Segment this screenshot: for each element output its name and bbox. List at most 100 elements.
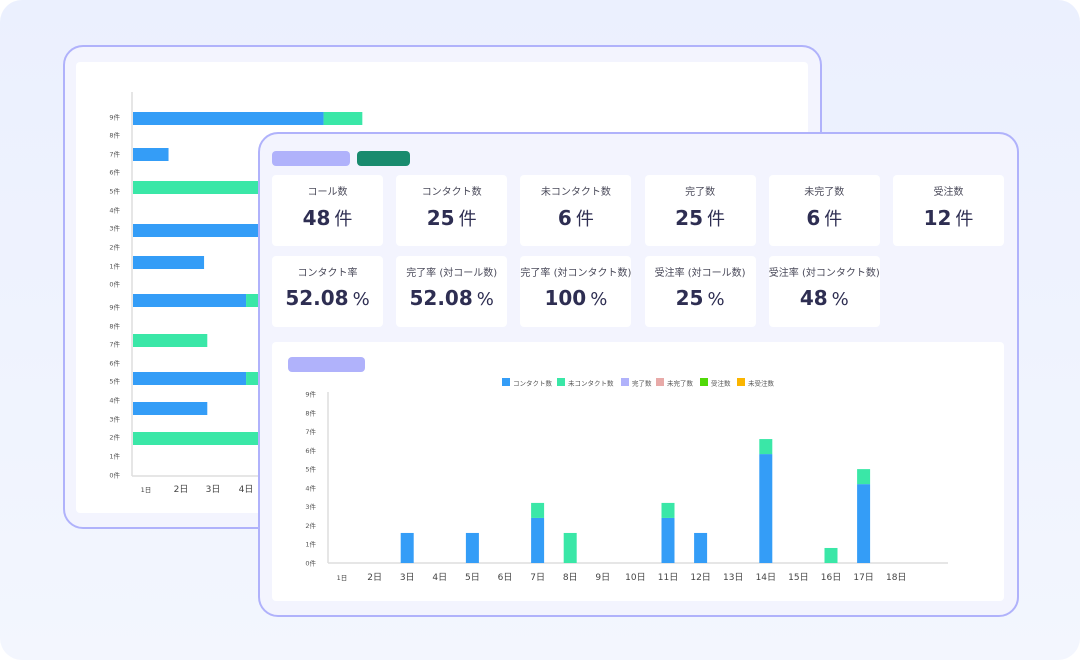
stat-value-line: 12 件 [893, 205, 1004, 231]
stat-value: 100 [544, 286, 587, 310]
x-tick-label: 3日 [206, 484, 221, 495]
stat-unit: 件 [575, 209, 594, 230]
legend-label: 受注数 [711, 379, 731, 388]
bar-segment-contact [661, 517, 675, 563]
bar-segment-non-contact [133, 432, 263, 445]
rate-card-2: 完了率 (対コンタクト数) 100% [520, 256, 632, 327]
y-tick-label: 3件 [109, 224, 120, 233]
legend-swatch [502, 378, 510, 386]
bar-segment-contact [694, 532, 708, 563]
filter-chip-teal[interactable] [357, 151, 410, 166]
bar-segment-non-contact [824, 547, 838, 563]
stat-value: 6 [557, 206, 572, 230]
x-tick-label: 12日 [690, 572, 710, 583]
bar-segment-contact [465, 532, 479, 563]
stat-label: 完了率 (対コール数) [406, 268, 498, 279]
x-tick-label: 17日 [853, 572, 873, 583]
y-tick-label: 2件 [109, 243, 120, 252]
stat-unit: 件 [334, 209, 353, 230]
x-tick-label: 2日 [367, 572, 382, 583]
x-tick-label: 7日 [530, 572, 545, 583]
stat-value: 48 [799, 286, 828, 310]
x-tick-label: 5日 [465, 572, 480, 583]
legend-swatch [656, 378, 664, 386]
legend-label: コンタクト数 [513, 379, 553, 388]
stat-unit: 件 [707, 209, 726, 230]
stat-label: コンタクト率 [297, 268, 358, 279]
x-tick-label: 4日 [432, 572, 447, 583]
bar-segment-non-contact [531, 502, 545, 518]
y-tick-label: 7件 [305, 427, 316, 436]
y-tick-label: 4件 [109, 206, 120, 215]
bar-segment-non-contact [759, 439, 773, 455]
y-tick-label: 5件 [109, 377, 120, 386]
y-tick-label: 7件 [109, 340, 120, 349]
y-tick-label: 4件 [109, 396, 120, 405]
stat-unit: 件 [458, 209, 477, 230]
stat-label: 完了数 [685, 187, 716, 198]
y-tick-label: 4件 [305, 483, 316, 492]
bar-segment-contact [133, 112, 324, 125]
y-tick-label: 5件 [109, 187, 120, 196]
stat-unit: % [831, 289, 849, 310]
legend-swatch [621, 378, 629, 386]
y-tick-label: 8件 [109, 131, 120, 140]
y-tick-label: 5件 [305, 465, 316, 474]
y-tick-label: 0件 [109, 471, 120, 480]
x-tick-label: 1日 [337, 574, 348, 582]
legend-swatch [700, 378, 708, 386]
stat-value: 25 [675, 286, 704, 310]
y-tick-label: 3件 [305, 502, 316, 511]
stat-unit: % [476, 289, 494, 310]
stat-value: 12 [923, 206, 952, 230]
stat-unit: % [352, 289, 370, 310]
y-tick-label: 9件 [305, 390, 316, 399]
x-tick-label: 8日 [563, 572, 578, 583]
x-tick-label: 18日 [886, 572, 906, 583]
stat-unit: 件 [955, 209, 974, 230]
stat-unit: % [707, 289, 725, 310]
bar-segment-non-contact [857, 469, 871, 485]
y-tick-label: 0件 [109, 280, 120, 289]
bar-segment-non-contact [323, 112, 363, 125]
stat-unit: % [590, 289, 608, 310]
y-tick-label: 8件 [305, 408, 316, 417]
y-tick-label: 9件 [109, 303, 120, 312]
stat-value-line: 25 件 [645, 205, 756, 231]
bar-segment-contact [531, 517, 545, 563]
x-tick-label: 11日 [658, 572, 678, 583]
x-tick-label: 13日 [723, 572, 743, 583]
bar-segment-contact [133, 148, 169, 161]
legend-label: 未受注数 [748, 379, 775, 388]
filter-chip-lavender[interactable] [272, 151, 350, 166]
x-tick-label: 6日 [498, 572, 513, 583]
bar-segment-non-contact [133, 181, 263, 194]
y-tick-label: 1件 [109, 452, 120, 461]
rate-card-0: コンタクト率 52.08% [272, 256, 383, 327]
legend-swatch [737, 378, 745, 386]
stat-value: 52.08 [285, 286, 349, 310]
stat-label: 受注数 [933, 187, 964, 198]
y-tick-label: 2件 [109, 433, 120, 442]
stat-label: 受注率 (対コンタクト数) [768, 268, 880, 279]
x-tick-label: 3日 [400, 572, 415, 583]
y-tick-label: 6件 [109, 168, 120, 177]
legend-label: 未コンタクト数 [568, 379, 614, 388]
stat-value-line: 100% [520, 286, 631, 310]
stat-value-line: 48 件 [272, 205, 383, 231]
stat-label: 完了率 (対コンタクト数) [520, 268, 632, 279]
summary-card-5: 受注数 12 件 [893, 175, 1004, 246]
legend-label: 未完了数 [667, 379, 694, 388]
stat-value: 25 [675, 206, 704, 230]
stat-value: 25 [426, 206, 455, 230]
stat-value-line: 52.08% [396, 286, 507, 310]
front-dashboard-window: コンタクト数 未コンタクト数 完了数 未完了数 受注数 未受注数 0件 1件 2件 3件 4件 5件 6… [258, 132, 1019, 617]
rate-card-1: 完了率 (対コール数) 52.08% [396, 256, 508, 327]
x-tick-label: 1日 [141, 486, 152, 494]
stat-value-line: 52.08% [272, 286, 383, 310]
bar-segment-non-contact [133, 334, 208, 347]
